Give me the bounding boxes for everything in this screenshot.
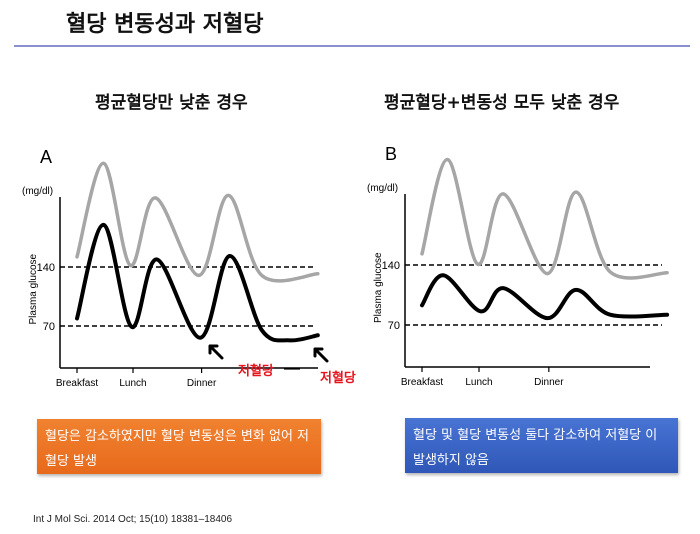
x-tick-label: Breakfast (56, 378, 98, 389)
y-tick-label: 140 (37, 262, 55, 274)
x-tick-label: Breakfast (401, 377, 443, 388)
series-after-line (75, 222, 320, 343)
title-divider (14, 45, 690, 47)
x-tick-label: Dinner (534, 377, 564, 388)
caption-b: 혈당 및 혈당 변동성 둘다 감소하여 저혈당 이 발생하지 않음 (405, 418, 678, 473)
y-axis-label: Plasma glucose (373, 252, 384, 323)
y-axis-label: Plasma glucose (28, 253, 39, 324)
y-tick-label: 140 (382, 260, 400, 272)
hypoglycemia-label-2: 저혈당 (320, 370, 356, 385)
series-before-line (420, 157, 669, 280)
caption-a: 혈당은 감소하였지만 혈당 변동성은 변화 없어 저혈당 발생 (37, 419, 321, 474)
slide-title: 혈당 변동성과 저혈당 (66, 12, 264, 37)
arrow-icon (208, 344, 224, 360)
series-after-line (420, 273, 670, 321)
arrow-icon (313, 347, 329, 363)
citation: Int J Mol Sci. 2014 Oct; 15(10) 18381–18… (33, 514, 233, 525)
x-tick-label: Lunch (465, 377, 492, 388)
y-tick-label: 70 (388, 320, 400, 332)
unit-label: (mg/dl) (367, 183, 398, 194)
hypoglycemia-label-1: 저혈당 (238, 363, 274, 378)
panel-label: A (40, 147, 52, 167)
subtitle-a: 평균혈당만 낮춘 경우 (95, 93, 248, 113)
y-tick-label: 70 (43, 321, 55, 333)
x-tick-label: Lunch (119, 378, 146, 389)
unit-label: (mg/dl) (22, 186, 53, 197)
subtitle-b: 평균혈당+변동성 모두 낮춘 경우 (384, 93, 620, 113)
panel-label: B (385, 144, 397, 164)
series-before-line (75, 161, 320, 283)
x-tick-label: Dinner (187, 378, 217, 389)
